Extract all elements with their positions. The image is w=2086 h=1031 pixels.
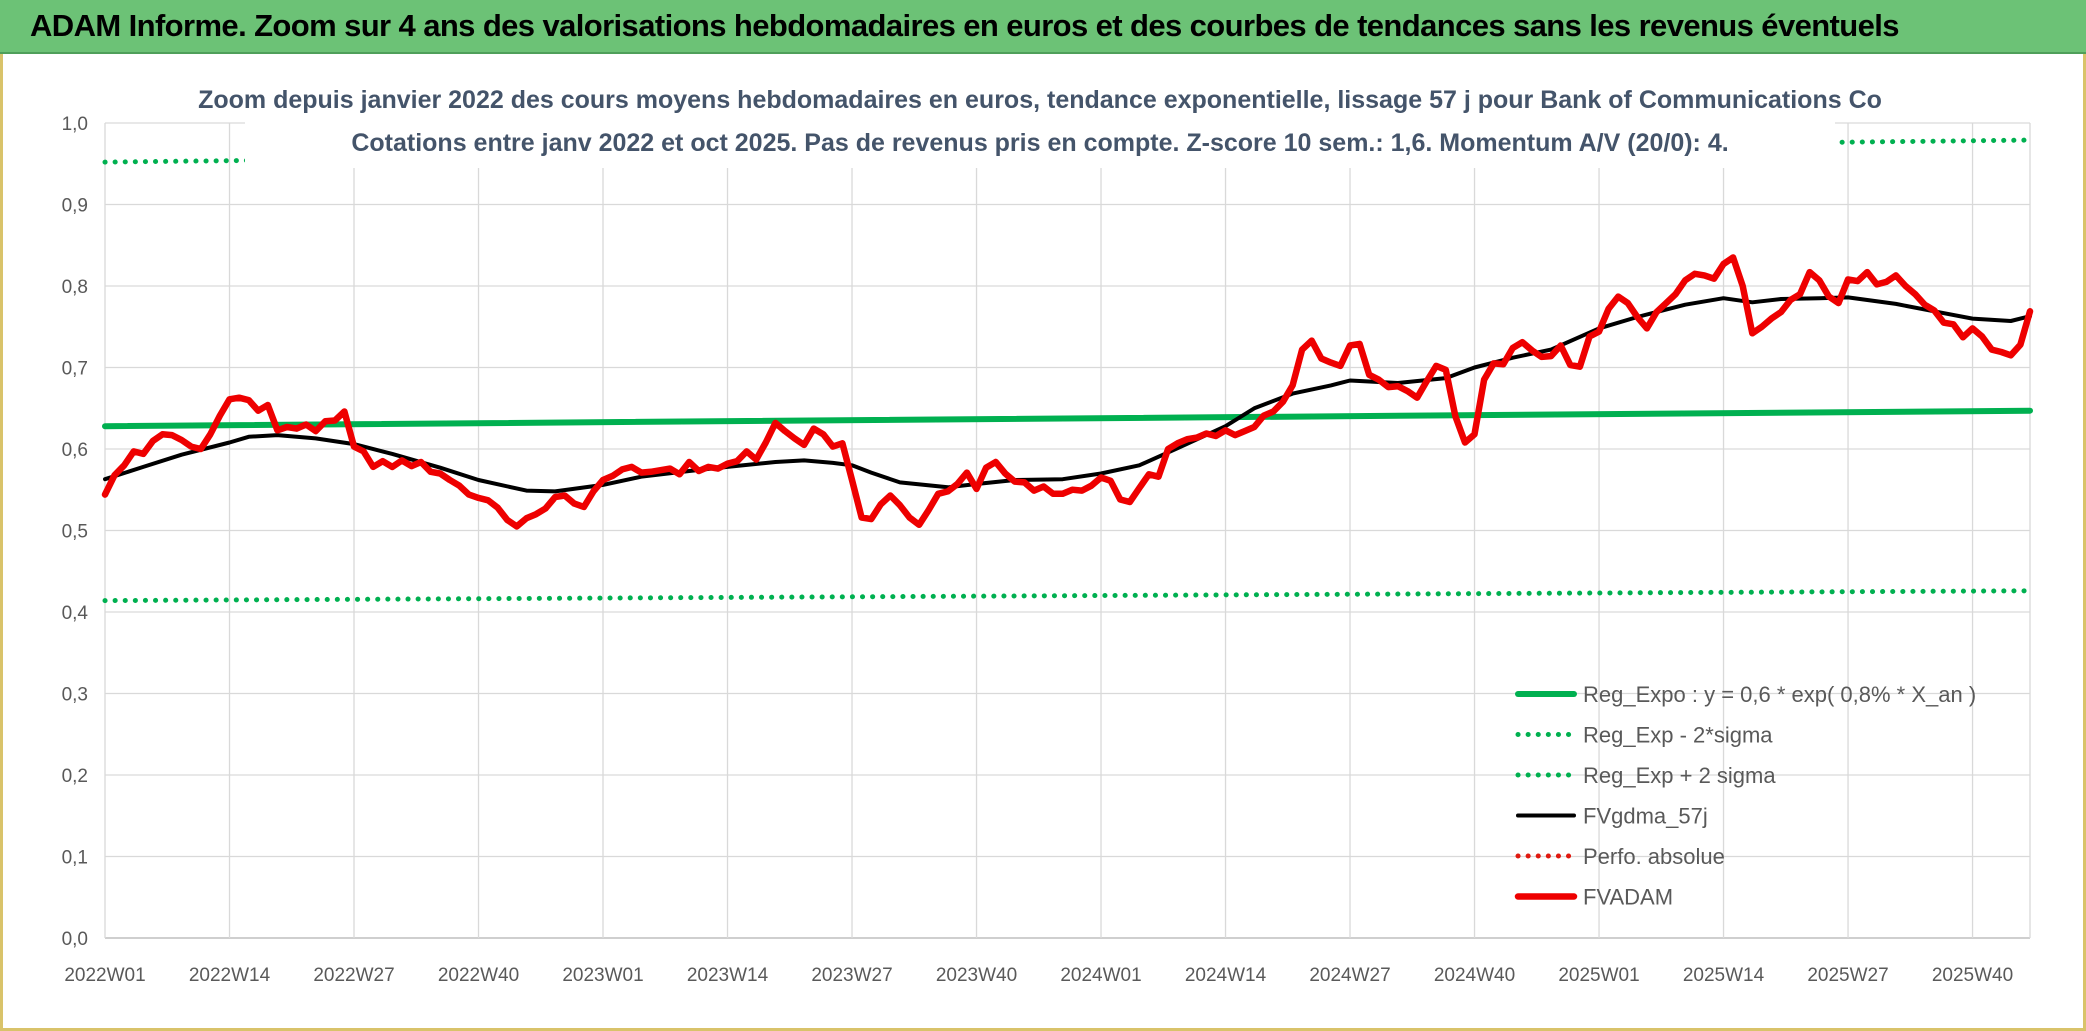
chart-title-area: Zoom depuis janvier 2022 des cours moyen… bbox=[198, 80, 1882, 168]
legend-label: FVgdma_57j bbox=[1583, 804, 1708, 829]
x-tick-label: 2025W40 bbox=[1932, 965, 2013, 986]
x-tick-label: 2024W01 bbox=[1060, 965, 1141, 986]
y-tick-label: 0,7 bbox=[62, 359, 88, 380]
x-tick-label: 2023W40 bbox=[936, 965, 1017, 986]
series-line-0 bbox=[102, 407, 2033, 430]
title-background bbox=[245, 80, 1835, 168]
y-tick-label: 0,1 bbox=[62, 848, 88, 869]
x-tick-label: 2022W27 bbox=[313, 965, 394, 986]
x-tick-label: 2023W14 bbox=[687, 965, 769, 986]
y-tick-label: 0,0 bbox=[62, 929, 88, 950]
x-tick-label: 2022W01 bbox=[64, 965, 145, 986]
legend-label: Perfo. absolue bbox=[1583, 844, 1725, 869]
y-tick-label: 0,3 bbox=[62, 685, 88, 706]
legend-label: Reg_Exp - 2*sigma bbox=[1583, 723, 1773, 748]
series-line-1 bbox=[102, 588, 2033, 604]
y-tick-label: 0,5 bbox=[62, 522, 88, 543]
y-tick-label: 0,9 bbox=[62, 196, 88, 217]
y-tick-label: 0,4 bbox=[62, 603, 89, 624]
series-layer bbox=[101, 137, 2034, 604]
legend: Reg_Expo : y = 0,6 * exp( 0,8% * X_an ) R… bbox=[1514, 682, 1976, 910]
chart-subtitle: Cotations entre janv 2022 et oct 2025. P… bbox=[351, 129, 1728, 157]
y-axis-ticks: 0,0 0,1 0,2 0,3 0,4 0,5 0,6 0,7 0,8 0,9 1,0 bbox=[62, 114, 89, 950]
banner-title: ADAM Informe. Zoom sur 4 ans des valoris… bbox=[30, 8, 1900, 43]
x-tick-label: 2024W14 bbox=[1185, 965, 1267, 986]
x-tick-label: 2022W14 bbox=[189, 965, 271, 986]
y-tick-label: 1,0 bbox=[62, 114, 88, 135]
y-tick-label: 0,8 bbox=[62, 277, 88, 298]
chart-title: Zoom depuis janvier 2022 des cours moyen… bbox=[198, 86, 1882, 114]
x-tick-label: 2024W27 bbox=[1309, 965, 1390, 986]
grid-lines bbox=[104, 122, 2031, 939]
legend-label: FVADAM bbox=[1583, 885, 1673, 910]
x-tick-label: 2025W27 bbox=[1807, 965, 1888, 986]
x-tick-label: 2024W40 bbox=[1434, 965, 1515, 986]
legend-label: Reg_Exp + 2 sigma bbox=[1583, 763, 1776, 788]
header-banner: ADAM Informe. Zoom sur 4 ans des valoris… bbox=[0, 0, 2086, 54]
y-tick-label: 0,2 bbox=[62, 766, 88, 787]
series-line-5 bbox=[101, 254, 2034, 530]
x-tick-label: 2023W01 bbox=[562, 965, 643, 986]
x-tick-label: 2025W01 bbox=[1558, 965, 1639, 986]
legend-label: Reg_Expo : y = 0,6 * exp( 0,8% * X_an ) bbox=[1583, 682, 1976, 707]
y-tick-label: 0,6 bbox=[62, 440, 88, 461]
x-tick-label: 2025W14 bbox=[1683, 965, 1765, 986]
x-tick-label: 2022W40 bbox=[438, 965, 519, 986]
x-tick-label: 2023W27 bbox=[811, 965, 892, 986]
x-axis-ticks: 2022W01 2022W14 2022W27 2022W40 2023W01 2023W… bbox=[64, 965, 2013, 986]
